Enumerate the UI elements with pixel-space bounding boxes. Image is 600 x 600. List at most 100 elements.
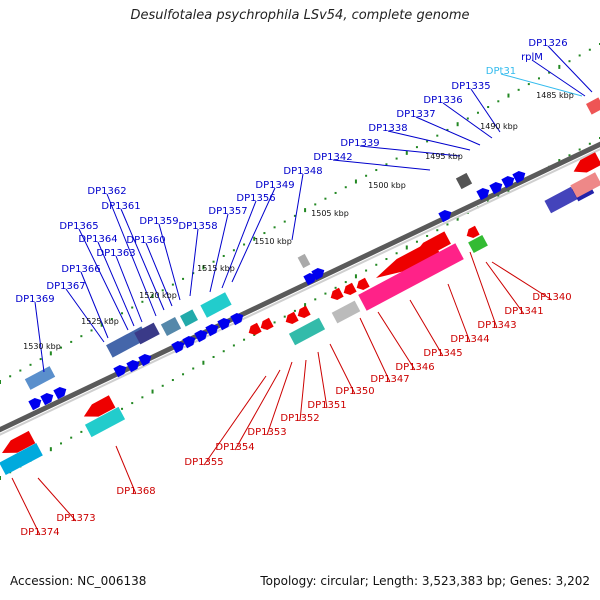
forward-gene-arrow [311, 268, 325, 281]
reverse-gene-arrow [412, 231, 451, 257]
scale-label: 1490 kbp [480, 122, 518, 131]
tick-mark-inner [182, 373, 185, 376]
leader-line [442, 102, 493, 139]
forward-gene-arrow [501, 176, 515, 189]
tick-mark-inner [578, 148, 581, 151]
tick-mark-outer [110, 317, 113, 320]
label-leader-lines [11, 45, 593, 536]
forward-gene-arrow [476, 188, 490, 201]
leader-line [359, 145, 461, 157]
leader-line [299, 359, 307, 422]
tick-mark-inner [192, 367, 195, 370]
tick-mark-outer [375, 169, 378, 172]
tick-mark-inner [121, 407, 124, 410]
tick-mark-outer [456, 122, 459, 127]
tick-mark-inner [131, 402, 134, 405]
genome-summary-text: Topology: circular; Length: 3,523,383 bp… [260, 574, 590, 588]
tick-mark-outer [304, 208, 307, 213]
tick-mark-inner [385, 258, 388, 261]
tick-mark-outer [49, 351, 52, 356]
reverse-gene-label: DP1340 [532, 292, 571, 303]
reverse-gene-label: DP1345 [423, 348, 462, 359]
tick-mark-outer [527, 83, 530, 86]
leader-line [209, 213, 229, 293]
forward-gene-arrow [126, 360, 140, 373]
leader-line [11, 477, 41, 536]
tick-mark-outer [497, 100, 500, 103]
forward-gene-arrow [205, 324, 219, 337]
leader-line [469, 251, 498, 329]
forward-gene-block [180, 309, 198, 327]
forward-gene-label: rplM [521, 52, 543, 63]
tick-mark-outer [405, 150, 408, 155]
reverse-gene-arrow [285, 311, 299, 324]
backbone-highlight [0, 148, 600, 436]
tick-mark-inner [324, 292, 327, 295]
backbone-line [0, 141, 600, 433]
tick-mark-outer [334, 191, 337, 194]
reverse-gene-label: DP1368 [116, 486, 155, 497]
tick-mark-outer [212, 260, 215, 263]
tick-mark-outer [222, 254, 225, 257]
forward-gene-label: DP1335 [451, 81, 490, 92]
reverse-gene-label: DP1341 [504, 306, 543, 317]
tick-mark-outer [273, 226, 276, 229]
tick-mark-outer [385, 163, 388, 166]
forward-gene-label: DP1369 [15, 294, 54, 305]
forward-gene-block [134, 322, 160, 345]
tick-mark-inner [0, 476, 1, 480]
reverse-gene-label: DP1355 [184, 457, 223, 468]
forward-gene-block [297, 253, 311, 269]
leader-line [377, 311, 416, 371]
leader-line [115, 445, 137, 495]
forward-gene-arrow [489, 182, 503, 195]
forward-gene-arrow [182, 336, 196, 349]
tick-mark-inner [141, 396, 144, 399]
leader-line [145, 242, 173, 307]
tick-mark-outer [121, 312, 124, 315]
reverse-gene-block [468, 234, 488, 254]
tick-mark-inner [446, 223, 449, 226]
leader-line [120, 208, 165, 311]
tick-mark-outer [182, 277, 185, 280]
forward-gene-arrow [113, 365, 127, 378]
scale-label: 1500 kbp [368, 181, 406, 190]
tick-mark-outer [70, 340, 73, 343]
reverse-gene-arrow [466, 225, 480, 238]
scale-labels: 1485 kbp 1490 kbp 1495 kbp 1500 kbp 1505 kbp… [23, 91, 574, 351]
scale-label: 1510 kbp [254, 237, 292, 246]
forward-gene-arrow [512, 171, 526, 184]
tick-mark-inner [232, 344, 235, 347]
scale-label: 1520 kbp [139, 291, 177, 300]
forward-gene-block [160, 317, 182, 336]
forward-gene-label: DP1364 [78, 234, 117, 245]
leader-line [231, 187, 276, 283]
leader-line [34, 301, 45, 373]
tick-mark-inner [314, 298, 317, 301]
leader-line [447, 283, 471, 343]
leader-line [387, 130, 471, 151]
reverse-gene-arrow [573, 152, 600, 173]
tick-mark-outer [202, 265, 205, 270]
tick-mark-outer [487, 106, 490, 109]
scale-label: 1485 kbp [536, 91, 574, 100]
forward-gene-block [455, 172, 473, 190]
leader-line [266, 361, 293, 436]
forward-gene-block [544, 186, 578, 214]
leader-line [115, 255, 143, 323]
leader-line [106, 193, 157, 317]
tick-mark-outer [537, 77, 540, 80]
tick-mark-outer [171, 283, 174, 286]
tick-mark-outer [9, 375, 12, 378]
reverse-gene-block [288, 317, 326, 346]
accession-text: Accession: NC_006138 [10, 574, 147, 588]
tick-mark-inner [202, 360, 205, 365]
tick-mark-outer [507, 93, 510, 98]
scale-label: 1530 kbp [23, 342, 61, 351]
tick-mark-outer [232, 249, 235, 252]
tick-mark-outer [283, 220, 286, 223]
scale-label: 1515 kbp [197, 264, 235, 273]
leader-line [332, 159, 431, 171]
tick-mark-outer [243, 243, 246, 246]
